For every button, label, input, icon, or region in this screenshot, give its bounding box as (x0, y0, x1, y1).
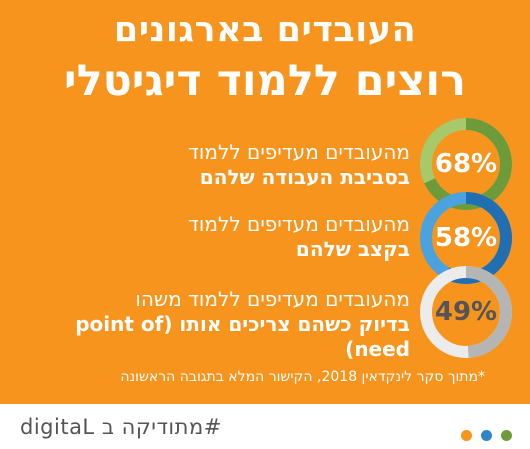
stat-3-line2: בדיוק כשהם צריכים אותו (point of need) (75, 312, 410, 361)
brand-hashtag: digitaL #מתודיקה ב (20, 415, 222, 439)
stat-2-line2: בקצב שלהם (295, 237, 410, 261)
brand-logo: digitaL (20, 415, 95, 439)
stat-2-percent: 58% (434, 223, 498, 253)
stat-3-ring: 49% (420, 266, 512, 358)
hashtag-text: #מתודיקה ב (101, 415, 222, 439)
stat-3-percent: 49% (434, 297, 498, 327)
stat-1-line2: בסביבת העבודה שלהם (199, 165, 410, 189)
stat-1-line1: מהעובדים מעדיפים ללמוד (188, 140, 410, 164)
green-dot-icon (501, 430, 512, 441)
stat-3-ring-fill (420, 266, 512, 358)
infographic-panel: העובדים בארגונים רוצים ללמוד דיגיטלי מהע… (0, 0, 530, 404)
title-line-2: רוצים ללמוד דיגיטלי (63, 56, 467, 106)
brand-dots (457, 426, 512, 445)
stat-2-text: מהעובדים מעדיפים ללמוד בקצב שלהם (10, 212, 410, 262)
stat-2-line1: מהעובדים מעדיפים ללמוד (188, 212, 410, 236)
orange-dot-icon (460, 430, 472, 441)
stat-3-ring-graphic (420, 266, 512, 358)
stat-3-text: מהעובדים מעדיפים ללמוד משהו בדיוק כשהם צ… (10, 287, 410, 362)
stat-1-text: מהעובדים מעדיפים ללמוד בסביבת העבודה שלה… (10, 140, 410, 190)
footnote: *מתוך סקר לינקדאין 2018, הקישור המלא בתג… (120, 369, 485, 385)
footer-bar: digitaL #מתודיקה ב (0, 404, 530, 449)
stat-3-line1: מהעובדים מעדיפים ללמוד משהו (135, 287, 410, 311)
stat-1-percent: 68% (434, 149, 498, 179)
blue-dot-icon (480, 430, 492, 441)
title-line-1: העובדים בארגונים (113, 10, 417, 50)
